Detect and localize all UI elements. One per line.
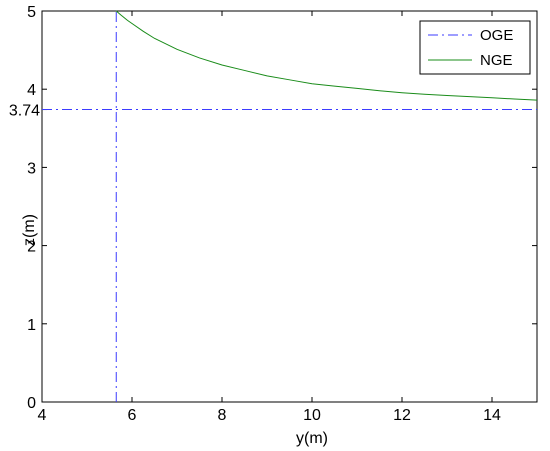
y-axis-label: z(m) — [21, 214, 38, 246]
x-axis-label: y(m) — [296, 430, 328, 447]
y-tick-label: 3 — [27, 160, 36, 177]
y-tick-label-extra: 3.74 — [9, 103, 40, 120]
legend-box — [419, 20, 531, 75]
x-tick-label: 12 — [393, 407, 411, 424]
legend-label-nge: NGE — [480, 52, 513, 69]
x-tick-label: 6 — [128, 407, 137, 424]
y-tick-label: 1 — [27, 317, 36, 334]
legend-label-oge: OGE — [480, 27, 513, 44]
y-tick-label: 2 — [27, 239, 36, 256]
x-tick-label: 4 — [38, 407, 47, 424]
plot-area — [41, 10, 538, 403]
series-nge-line — [115, 10, 538, 101]
x-tick-label: 10 — [303, 407, 321, 424]
x-tick-label: 8 — [218, 407, 227, 424]
x-tick-label: 14 — [483, 407, 501, 424]
y-tick-label: 0 — [27, 395, 36, 412]
legend: OGE NGE — [419, 20, 531, 75]
y-tick-label: 4 — [27, 82, 36, 99]
y-tick-label: 5 — [27, 4, 36, 21]
axes-frame — [41, 10, 538, 403]
